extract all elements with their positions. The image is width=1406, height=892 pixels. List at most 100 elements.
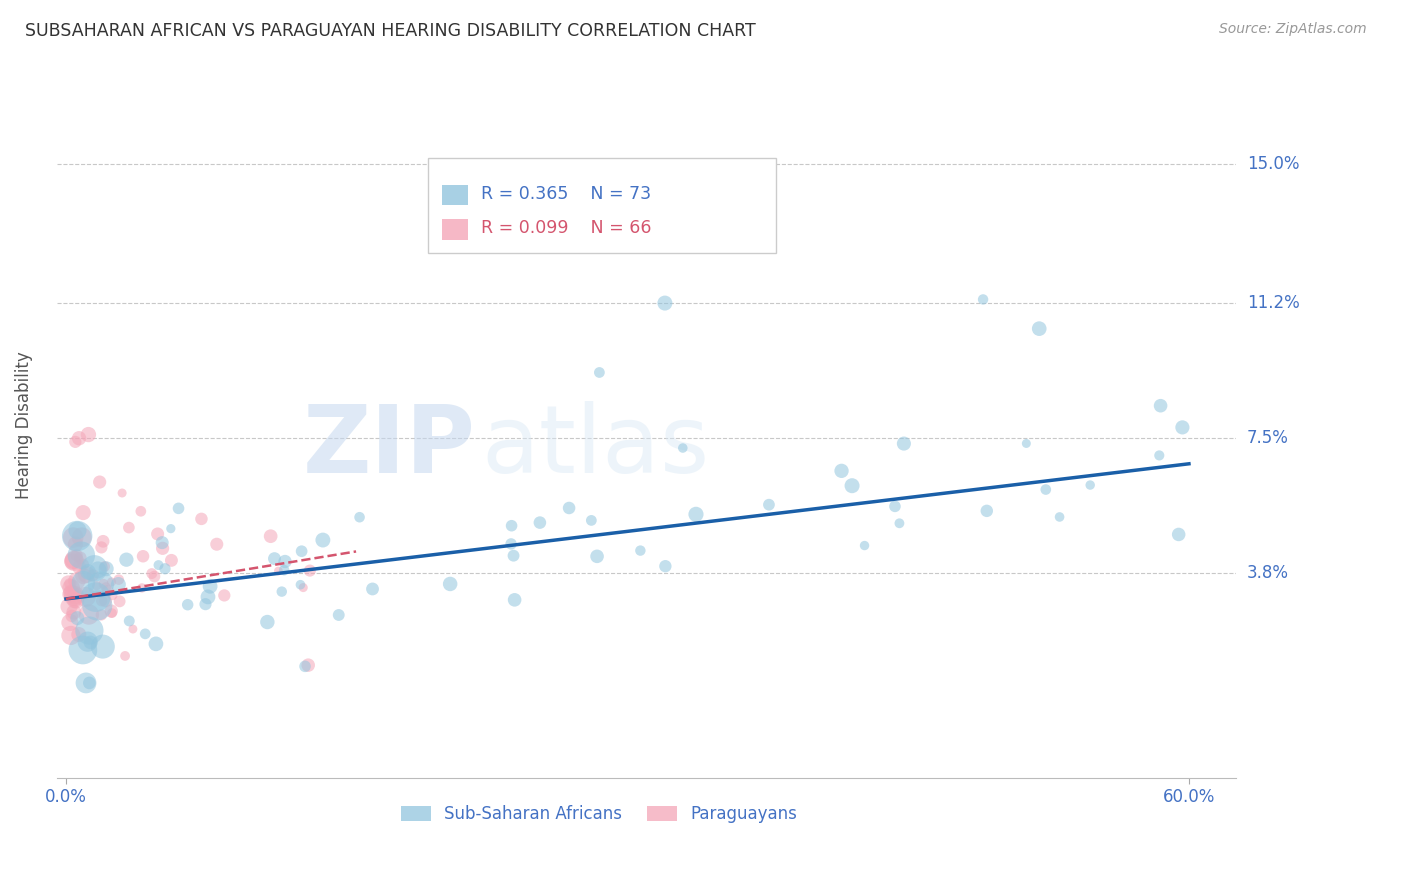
Y-axis label: Hearing Disability: Hearing Disability [15,351,32,500]
Point [145,637,167,651]
Text: R = 0.099    N = 66: R = 0.099 N = 66 [481,219,651,237]
Point [94,594,117,608]
Point [1049,510,1071,524]
Point [94,581,117,595]
Point [267,564,290,578]
Text: Source: ZipAtlas.com: Source: ZipAtlas.com [1219,22,1367,37]
Point [65,593,87,607]
Point [129,504,152,518]
Point [89,475,111,489]
Point [502,549,524,563]
Point [84,590,107,604]
Point [63,589,86,603]
Point [83,561,105,575]
Point [167,501,190,516]
Point [66,574,89,588]
Point [501,518,523,533]
Point [581,513,603,527]
Point [72,558,94,572]
Point [62,531,84,545]
Point [291,544,314,558]
Point [72,506,94,520]
Point [328,607,350,622]
Point [194,597,217,611]
Point [67,560,90,574]
Point [292,581,315,595]
Point [270,584,292,599]
Point [101,588,124,602]
Point [76,634,98,648]
Point [107,577,129,591]
Point [148,558,170,572]
Text: 15.0%: 15.0% [1247,155,1299,173]
Point [93,559,115,574]
Point [59,615,82,630]
Legend: Sub-Saharan Africans, Paraguayans: Sub-Saharan Africans, Paraguayans [394,798,804,830]
Point [118,520,141,534]
Point [586,549,609,564]
Point [66,524,89,538]
Point [132,549,155,564]
Point [93,577,115,591]
Point [101,606,124,620]
Point [122,622,145,636]
Point [131,581,153,595]
Point [91,640,114,654]
Point [66,529,89,543]
Point [884,500,907,514]
Point [86,599,108,613]
Point [273,563,295,577]
Point [141,566,163,581]
Point [72,575,94,590]
Point [75,567,97,582]
Point [153,562,176,576]
Point [63,554,86,568]
Point [294,659,316,673]
Point [75,676,97,690]
Point [197,590,219,604]
Point [274,554,297,568]
Point [67,431,90,445]
Point [87,563,110,577]
Point [96,562,118,576]
Point [893,436,915,450]
Point [58,599,80,614]
Point [72,569,94,583]
Point [63,589,86,603]
Point [134,627,156,641]
Point [198,579,221,593]
Point [65,537,87,551]
Point [77,427,100,442]
Point [529,516,551,530]
FancyBboxPatch shape [443,219,468,240]
Point [628,543,651,558]
Text: 7.5%: 7.5% [1247,429,1289,447]
Point [1149,399,1171,413]
Point [65,549,87,563]
Point [143,569,166,583]
Point [59,576,82,591]
Point [65,434,87,449]
Point [298,564,321,578]
Point [1035,483,1057,497]
Point [1078,478,1101,492]
Point [501,537,523,551]
Point [108,594,131,608]
Point [75,590,97,604]
Point [889,516,911,531]
Point [160,553,183,567]
Point [853,539,876,553]
Point [1028,321,1050,335]
Point [58,576,80,591]
Point [972,293,994,307]
Point [100,604,122,618]
Point [90,577,112,591]
Point [1015,436,1038,450]
Point [69,550,91,565]
Point [685,508,707,522]
Point [259,529,281,543]
Text: 11.2%: 11.2% [1247,294,1299,312]
Point [214,589,236,603]
Point [439,577,461,591]
Point [70,530,93,544]
